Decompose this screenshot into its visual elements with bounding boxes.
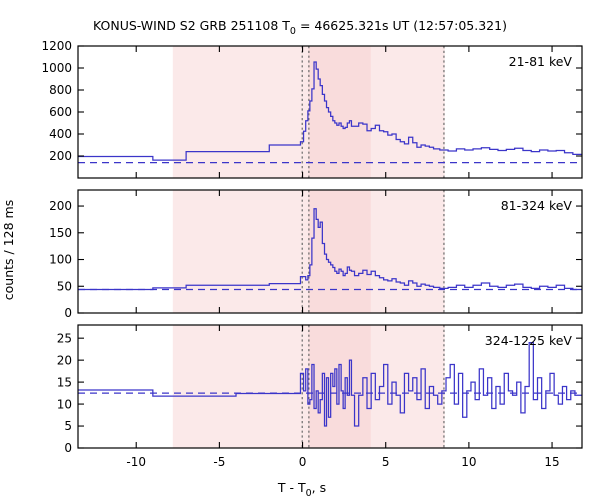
panel-3: 0 5 10 15 20 25 -10 -5 0 5 10 15 324-1225 keV: [57, 324, 583, 469]
x-axis-label: T - T0, s: [277, 480, 326, 499]
x-tick-label: 0: [299, 455, 307, 469]
y-tick-label: 1000: [41, 61, 72, 75]
y-tick-label: 150: [49, 226, 72, 240]
data-curve: [78, 341, 582, 427]
y-tick-label: 10: [57, 397, 72, 411]
y-tick-label: 20: [57, 353, 72, 367]
figure-title: KONUS-WIND S2 GRB 251108 T0 = 46625.321s…: [93, 18, 507, 37]
x-axis-label-sub: 0: [306, 488, 312, 499]
x-tick-label: -10: [126, 455, 146, 469]
x-tick-label: 5: [382, 455, 390, 469]
x-axis-label-post: , s: [312, 480, 326, 495]
panel-energy-label: 324-1225 keV: [485, 333, 573, 348]
y-tick-label: 25: [57, 331, 72, 345]
y-tick-label: 0: [64, 441, 72, 455]
panel-1: 200 400 600 800 1000 1200 21-81 keV: [41, 39, 583, 179]
y-tick-label: 600: [49, 105, 72, 119]
panel-energy-label: 21-81 keV: [509, 54, 573, 69]
y-tick-label: 15: [57, 375, 72, 389]
x-tick-label: 15: [544, 455, 559, 469]
y-tick-label: 800: [49, 83, 72, 97]
x-tick-label: -5: [213, 455, 225, 469]
y-tick-label: 200: [49, 199, 72, 213]
y-tick-label: 0: [64, 306, 72, 320]
data-curve: [78, 208, 582, 291]
panel-energy-label: 81-324 keV: [501, 198, 573, 213]
svg-text:T - T0, s: T - T0, s: [277, 480, 326, 499]
y-tick-label: 200: [49, 149, 72, 163]
x-axis-label-pre: T - T: [277, 480, 306, 495]
y-tick-label: 1200: [41, 39, 72, 53]
x-tick-label: 10: [461, 455, 476, 469]
panel-frame: [77, 189, 583, 314]
panel-frame: [77, 324, 583, 449]
data-curve: [78, 61, 582, 161]
y-tick-label: 100: [49, 253, 72, 267]
y-tick-label: 5: [64, 419, 72, 433]
y-tick-label: 50: [57, 279, 72, 293]
y-tick-label: 400: [49, 127, 72, 141]
panel-2: 0 50 100 150 200 81-324 keV: [49, 189, 583, 320]
shaded-region-dark-band: [308, 46, 371, 178]
y-axis-label: counts / 128 ms: [1, 200, 16, 300]
shaded-region-dark-band: [308, 190, 371, 313]
